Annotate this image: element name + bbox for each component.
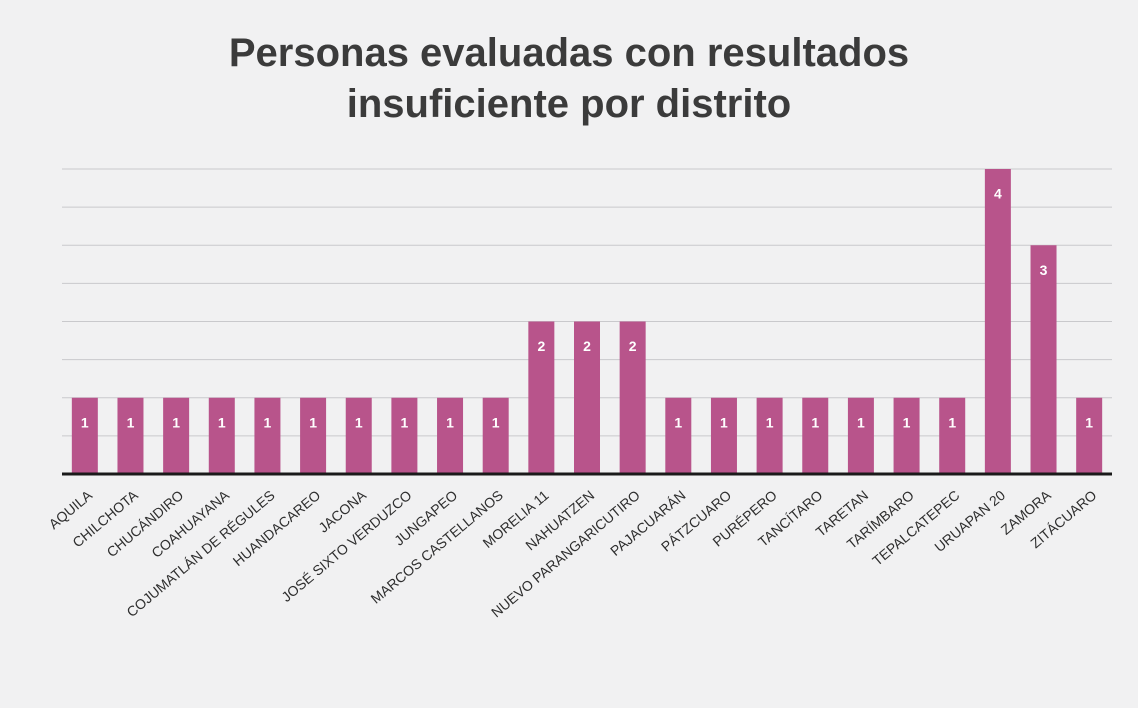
data-label: 1 <box>1085 414 1093 430</box>
data-label: 1 <box>720 414 728 430</box>
bar <box>71 397 98 474</box>
data-label: 2 <box>537 338 545 354</box>
data-label: 1 <box>355 414 363 430</box>
data-label: 1 <box>857 414 865 430</box>
bar <box>756 397 783 474</box>
chart-title: Personas evaluadas con resultados insufi… <box>228 31 910 126</box>
bar <box>847 397 874 474</box>
data-label: 1 <box>811 414 819 430</box>
bar <box>1030 245 1057 474</box>
bar <box>300 397 327 474</box>
data-label: 1 <box>903 414 911 430</box>
data-label: 1 <box>218 414 226 430</box>
data-label: 1 <box>81 414 89 430</box>
bar <box>893 397 920 474</box>
bar <box>117 397 144 474</box>
bar <box>1076 397 1103 474</box>
data-label: 1 <box>264 414 272 430</box>
data-label: 1 <box>766 414 774 430</box>
data-label: 1 <box>400 414 408 430</box>
data-label: 3 <box>1040 262 1048 278</box>
data-label: 1 <box>948 414 956 430</box>
bar <box>665 397 692 474</box>
bar <box>939 397 966 474</box>
bar <box>163 397 190 474</box>
data-label: 1 <box>309 414 317 430</box>
x-tick-label: COAHUAYANA <box>148 486 232 560</box>
bar <box>208 397 235 474</box>
data-label: 1 <box>674 414 682 430</box>
data-label: 1 <box>492 414 500 430</box>
bar <box>482 397 509 474</box>
bar <box>391 397 418 474</box>
x-tick-label: CHUCÁNDIRO <box>103 487 186 560</box>
data-label: 2 <box>583 338 591 354</box>
bar <box>802 397 829 474</box>
data-label: 1 <box>172 414 180 430</box>
bar <box>984 169 1011 474</box>
data-label: 1 <box>127 414 135 430</box>
bar <box>254 397 281 474</box>
data-label: 4 <box>994 186 1002 202</box>
data-label: 2 <box>629 338 637 354</box>
bar <box>528 321 555 474</box>
bar <box>574 321 600 474</box>
data-label: 1 <box>446 414 454 430</box>
bar <box>345 397 372 474</box>
bar <box>710 397 737 474</box>
bar <box>619 321 646 474</box>
bar <box>437 397 464 474</box>
